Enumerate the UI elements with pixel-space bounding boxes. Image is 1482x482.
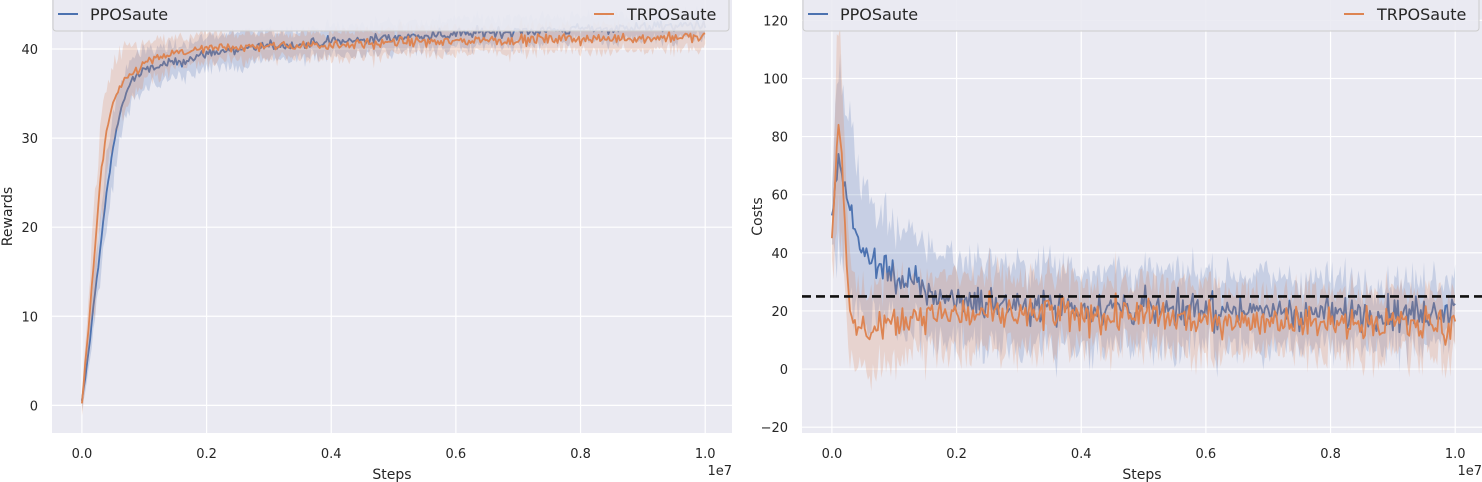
y-tick-label: 120 xyxy=(763,14,788,29)
plot-background xyxy=(52,0,732,433)
x-tick-label: 0.4 xyxy=(321,447,342,462)
x-tick-label: 0.6 xyxy=(1196,447,1217,462)
x-tick-label: 0.2 xyxy=(946,447,967,462)
legend-box xyxy=(802,0,1480,32)
y-tick-label: 80 xyxy=(771,131,788,146)
x-offset-label: 1e7 xyxy=(1457,464,1482,479)
x-offset-label: 1e7 xyxy=(707,464,732,479)
legend-box xyxy=(52,0,730,32)
x-tick-label: 0.0 xyxy=(72,447,93,462)
x-tick-label: 1.0 xyxy=(1445,447,1466,462)
y-tick-label: 0 xyxy=(780,363,788,378)
y-tick-label: 30 xyxy=(21,132,38,147)
series-line-trposaute xyxy=(831,123,1457,346)
x-axis-label: Steps xyxy=(372,467,411,482)
legend-label: PPOSaute xyxy=(90,5,168,24)
legend-label: TRPOSaute xyxy=(626,5,716,24)
x-tick-label: 0.8 xyxy=(1320,447,1341,462)
y-axis-label: Costs xyxy=(750,197,766,235)
y-tick-label: 40 xyxy=(21,43,38,58)
series-band-trposaute xyxy=(831,26,1456,392)
y-tick-label: 40 xyxy=(771,247,788,262)
legend-label: TRPOSaute xyxy=(1376,5,1466,24)
y-tick-label: 10 xyxy=(21,310,38,325)
series-band-trposaute xyxy=(81,17,706,417)
x-tick-label: 0.8 xyxy=(570,447,591,462)
y-tick-label: 100 xyxy=(763,72,788,87)
y-tick-label: 0 xyxy=(30,399,38,414)
x-axis-label: Steps xyxy=(1122,467,1161,482)
y-tick-label: 60 xyxy=(771,189,788,204)
legend-label: PPOSaute xyxy=(840,5,918,24)
x-tick-label: 0.4 xyxy=(1071,447,1092,462)
y-tick-label: 20 xyxy=(21,221,38,236)
x-tick-label: 1.0 xyxy=(695,447,716,462)
plot-background xyxy=(802,0,1482,433)
chart-panel-1: 0.0 0.2 0.4 0.6 0.8 1.0 0 10 20 30 40 Steps Rewards 1… xyxy=(0,0,732,482)
x-tick-label: 0.6 xyxy=(446,447,467,462)
series-line-trposaute xyxy=(81,30,706,404)
y-tick-label: 20 xyxy=(771,305,788,320)
x-tick-label: 0.2 xyxy=(196,447,217,462)
x-tick-label: 0.0 xyxy=(822,447,843,462)
plot-area xyxy=(802,26,1482,392)
chart-panel-2: 0.0 0.2 0.4 0.6 0.8 1.0 −20 0 20 40 60 80 100 120 Step… xyxy=(750,0,1482,482)
y-tick-label: −20 xyxy=(761,421,788,436)
y-axis-label: Rewards xyxy=(0,187,16,246)
